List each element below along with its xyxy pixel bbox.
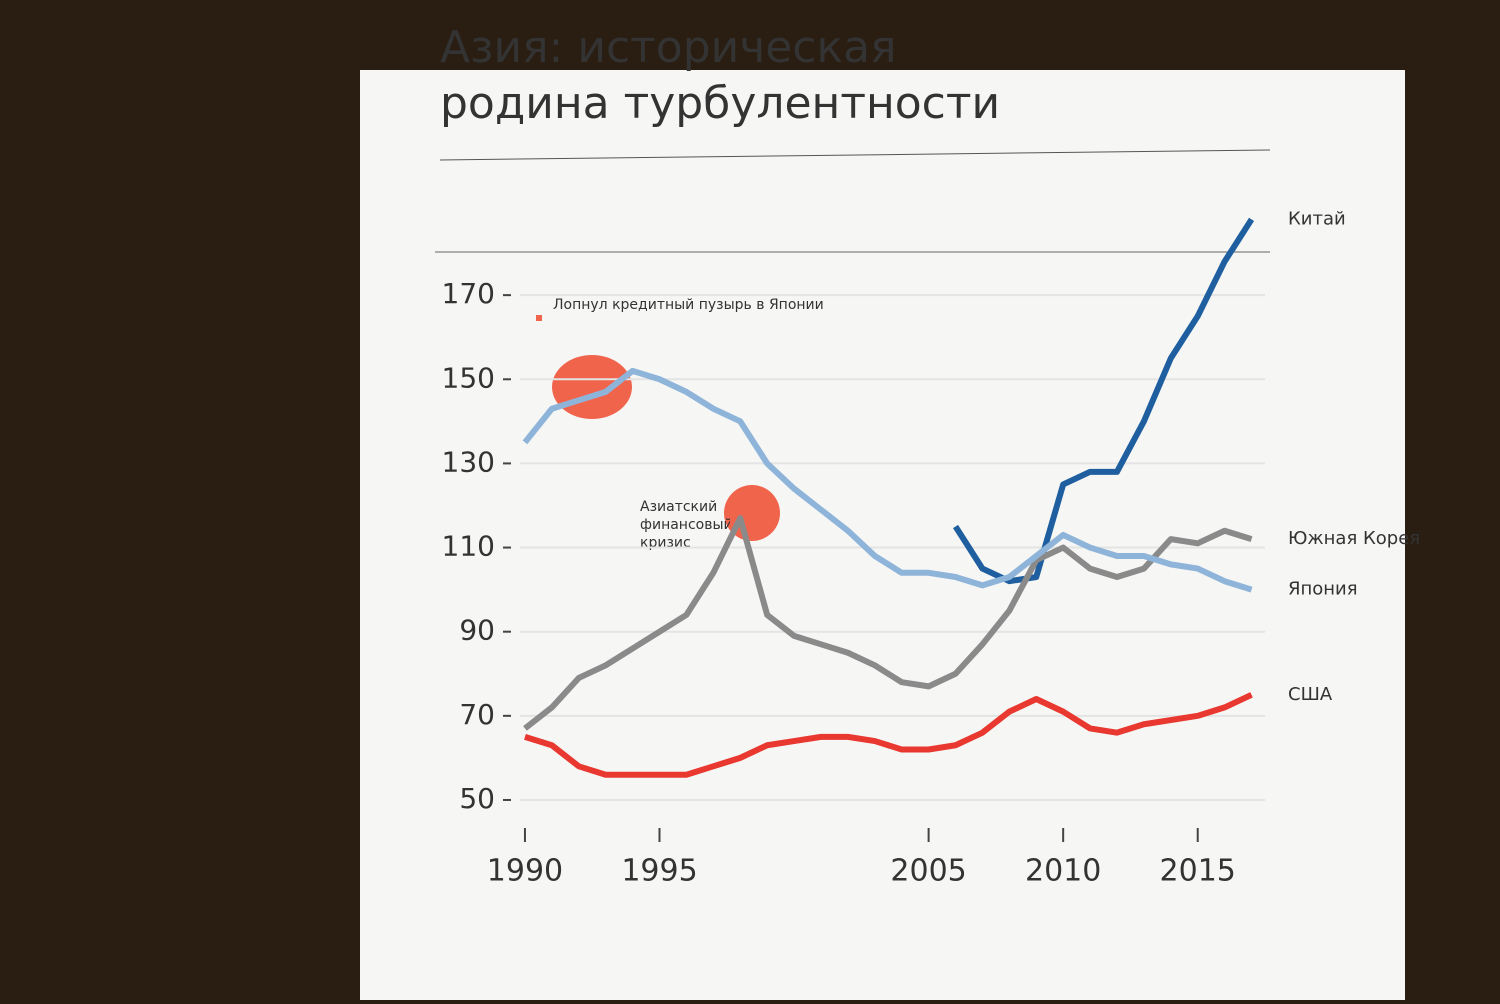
series-label: Южная Корея — [1288, 528, 1420, 549]
x-tick-label: 2005 — [890, 854, 966, 889]
y-tick-label: 170 — [442, 277, 495, 310]
chart-title: Азия: историческая родина турбулентности — [440, 22, 1001, 129]
y-tick-label: 110 — [442, 530, 495, 563]
series-line — [522, 367, 1253, 593]
highlight-circle — [552, 355, 632, 419]
title-rule — [439, 149, 1271, 161]
annotation: Азиатский финансовый кризис — [640, 499, 730, 551]
x-tick-label: 2015 — [1160, 854, 1236, 889]
x-tick-label: 1990 — [487, 854, 563, 889]
y-tick-label: 90 — [459, 614, 495, 647]
series-line — [524, 692, 1253, 778]
annotation-bullet — [536, 315, 542, 321]
y-tick-label: 70 — [459, 698, 495, 731]
series-label: Япония — [1288, 579, 1358, 600]
x-tick-label: 1995 — [621, 854, 697, 889]
plot: 50 70 90 110 130 150 170 1990 1995 2005 2010 2015 Ки… — [435, 208, 1420, 889]
y-tick-label: 50 — [459, 782, 495, 815]
x-tick-label: 2010 — [1025, 854, 1101, 889]
title-box: Азия: историческая родина турбулентности — [440, 22, 1001, 129]
y-tick-label: 130 — [442, 445, 495, 478]
series-label: США — [1288, 684, 1333, 705]
series-label: Китай — [1288, 208, 1346, 229]
annotation: Лопнул кредитный пузырь в Японии — [553, 297, 824, 313]
series-line — [523, 515, 1253, 731]
y-tick-label: 150 — [442, 361, 495, 394]
